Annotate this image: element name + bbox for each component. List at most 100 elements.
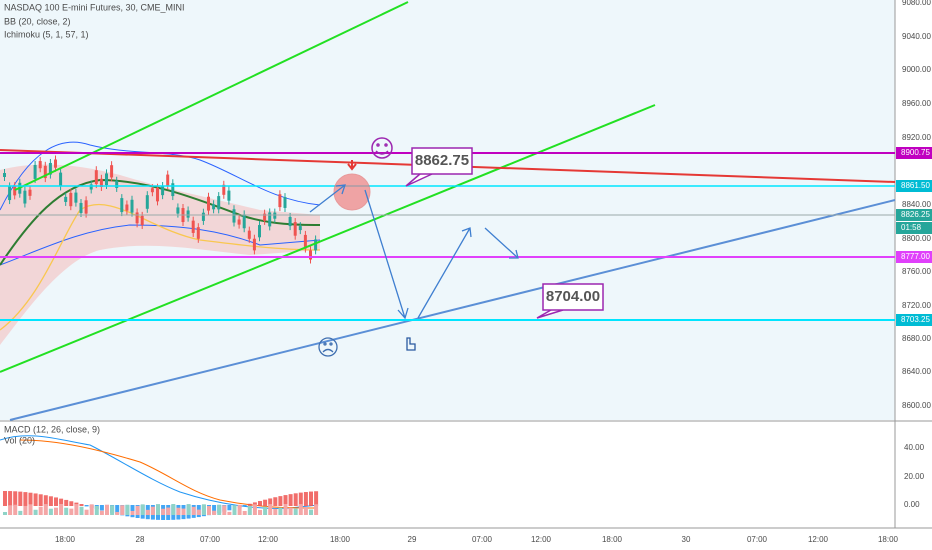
volume-bar [191,506,196,515]
volume-bar [94,505,99,515]
macd-pane [0,435,319,520]
candle [278,194,282,208]
candle [186,210,190,218]
smiley-sad [318,337,338,357]
macd-axis-label: 40.00 [904,443,925,452]
callout-pointer [536,309,564,319]
hand-icon [406,337,416,351]
volume-bar [156,504,160,515]
price-tag [896,314,932,326]
time-label: 12:00 [258,535,279,544]
candle [232,209,236,223]
histogram-bar [18,491,23,506]
price-label: 9040.00 [902,32,931,41]
candle [227,190,231,201]
price-tag-label: 8777.00 [901,252,930,261]
callout-box [542,283,604,311]
candle [3,173,6,177]
channel-upper [14,1,409,191]
volume-bar [89,504,94,515]
volume-bar [54,507,58,515]
volume-bar [130,510,135,515]
histogram-bar [227,505,232,511]
volume-bar [268,504,273,515]
candle [242,214,246,229]
candle [212,204,216,210]
candles [3,155,318,264]
candle [161,185,165,196]
histogram-bar [273,497,278,506]
time-label: 18:00 [330,535,351,544]
histogram-bar [288,494,293,506]
candle [191,220,195,233]
volume-bar [222,505,227,515]
candle [288,216,292,227]
price-tag [896,180,932,192]
time-label: 07:00 [200,535,221,544]
callout-box [411,147,473,175]
volume-bar [181,508,186,515]
price-label: 8680.00 [902,334,931,343]
volume-bar [59,504,64,515]
candle [120,198,124,213]
candle [222,184,226,195]
candle [74,192,78,203]
histogram-bar [13,491,18,506]
volume-bar [217,504,222,515]
candle [99,178,103,187]
candle [298,226,302,231]
volume-bar [28,504,33,515]
histogram-bar [309,491,313,506]
volume-bar [293,508,298,515]
candle [283,197,287,208]
volume-bar [201,504,206,515]
histogram-bar [242,505,247,507]
candle [140,215,144,226]
volume-bar [145,509,150,515]
candle [8,186,12,201]
histogram-bar [298,492,303,506]
price-label: 8840.00 [902,200,931,209]
candle [94,170,98,185]
candle [84,200,88,214]
volume-bar [135,505,140,515]
histogram-bar [59,498,64,506]
candle [171,183,175,197]
histogram-bar [23,492,28,506]
histogram-bar [258,501,262,506]
histogram-bar [48,496,53,506]
candle [166,174,170,186]
histogram-bar [3,491,7,506]
macd-axis-label: 20.00 [904,472,925,481]
arrows [309,184,519,320]
price-tag [896,222,932,234]
histogram-bar [293,493,298,506]
histogram-bar [54,497,58,506]
volume-bar [207,506,211,515]
histogram-bar [252,502,257,506]
candle [207,196,210,211]
volume-bar [8,505,13,515]
price-tag-label: 8900.75 [901,148,930,157]
volume-bar [252,504,257,515]
candle [48,162,52,175]
time-label: 07:00 [747,535,768,544]
candle [176,207,180,214]
volume-bar [161,508,166,515]
histogram-bar [43,495,48,506]
histogram-bar [28,492,33,506]
volume-bar [64,507,69,515]
volume-bar [171,504,176,515]
volume-bar [196,509,201,515]
volume-bar [242,511,247,515]
volume-bar [309,509,313,515]
price-tag-label: 01:58 [901,223,922,232]
price-tag-label: 8861.50 [901,181,930,190]
candle [150,188,154,193]
indicator-label: BB (20, close, 2) [4,16,71,26]
volume-bar [166,507,171,515]
time-label: 29 [408,535,417,544]
histogram-bar [84,505,89,507]
candle [43,165,47,179]
